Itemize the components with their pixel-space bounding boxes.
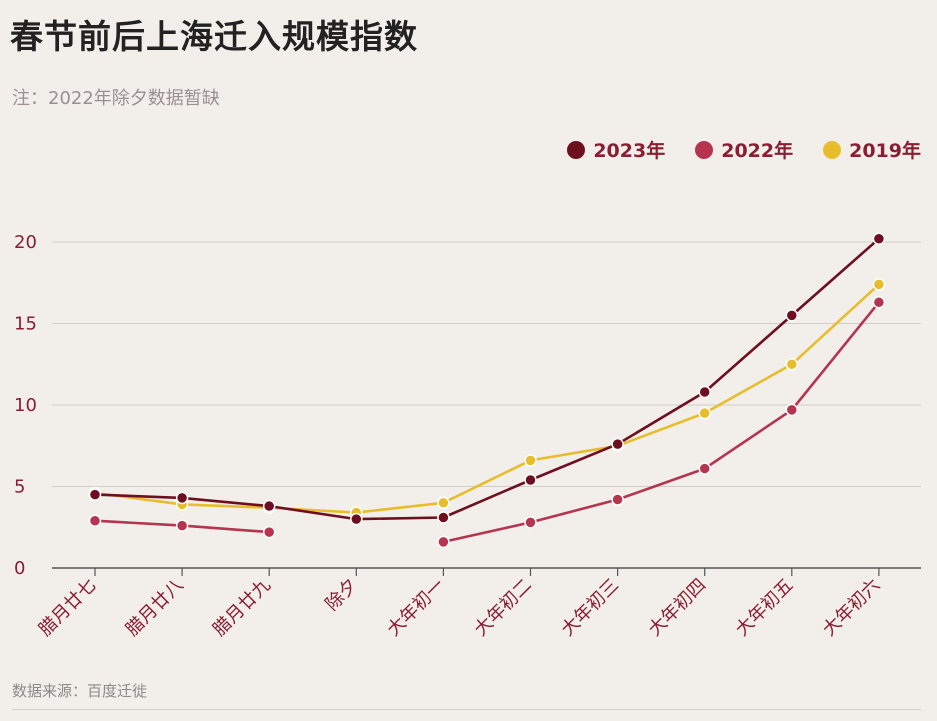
- legend-item-2019: 2019年: [823, 136, 921, 163]
- data-point-2022年: [524, 516, 537, 529]
- bottom-divider: [12, 709, 921, 710]
- series-line-2022年: [442, 300, 881, 544]
- data-point-2022年: [872, 296, 886, 309]
- legend-marker-2022: [695, 140, 714, 159]
- data-point-2022年: [437, 535, 450, 549]
- data-point-2023年: [698, 385, 711, 399]
- data-point-2019年: [698, 406, 711, 420]
- data-point-2022年: [175, 519, 189, 532]
- series-line-2019年: [93, 283, 881, 514]
- data-point-2023年: [175, 491, 189, 505]
- data-point-2023年: [350, 512, 363, 526]
- x-tick-label: 大年初六: [819, 575, 885, 641]
- legend-label-2022: 2022年: [721, 140, 794, 162]
- y-tick-label: 5: [14, 477, 25, 498]
- data-point-2019年: [524, 454, 537, 467]
- data-point-2022年: [262, 525, 276, 539]
- y-tick-label: 15: [14, 314, 37, 335]
- data-point-2023年: [872, 232, 886, 245]
- y-tick-label: 10: [14, 395, 37, 416]
- data-point-2023年: [437, 511, 450, 524]
- legend-marker-2023: [567, 140, 586, 159]
- data-point-2022年: [88, 514, 102, 527]
- data-point-2019年: [437, 496, 450, 510]
- legend-label-2019: 2019年: [849, 140, 921, 162]
- data-point-2023年: [785, 309, 799, 322]
- series-line-2023年: [93, 237, 881, 521]
- legend-item-2023: 2023年: [567, 136, 665, 163]
- x-tick-label: 腊月廿八: [122, 575, 188, 641]
- x-tick-label: 除夕: [322, 575, 362, 615]
- x-tick-label: 大年初一: [383, 575, 449, 641]
- x-tick-label: 大年初二: [470, 575, 536, 641]
- data-point-2022年: [785, 403, 799, 417]
- x-tick-label: 大年初五: [732, 575, 798, 641]
- y-tick-label: 20: [14, 232, 37, 253]
- x-tick-label: 腊月廿七: [35, 575, 101, 641]
- data-point-2019年: [872, 278, 886, 291]
- chart-subtitle: 注：2022年除夕数据暂缺: [12, 88, 220, 109]
- data-point-2023年: [88, 488, 102, 501]
- legend-item-2022: 2022年: [695, 136, 793, 163]
- data-point-2019年: [785, 358, 799, 371]
- legend: 2023年 2022年 2019年: [567, 136, 921, 163]
- data-point-2022年: [611, 493, 624, 506]
- x-tick-label: 大年初四: [644, 575, 710, 641]
- x-tick-label: 大年初三: [557, 575, 623, 641]
- data-point-2023年: [611, 437, 624, 451]
- data-point-2023年: [262, 499, 276, 513]
- chart-title: 春节前后上海迁入规模指数: [10, 17, 418, 56]
- data-point-2022年: [698, 462, 711, 475]
- data-point-2023年: [524, 473, 537, 487]
- legend-label-2023: 2023年: [593, 140, 666, 162]
- y-tick-label: 0: [14, 558, 25, 579]
- x-tick-label: 腊月廿九: [209, 575, 275, 641]
- data-source: 数据来源：百度迁徙: [12, 682, 148, 700]
- legend-marker-2019: [823, 140, 842, 159]
